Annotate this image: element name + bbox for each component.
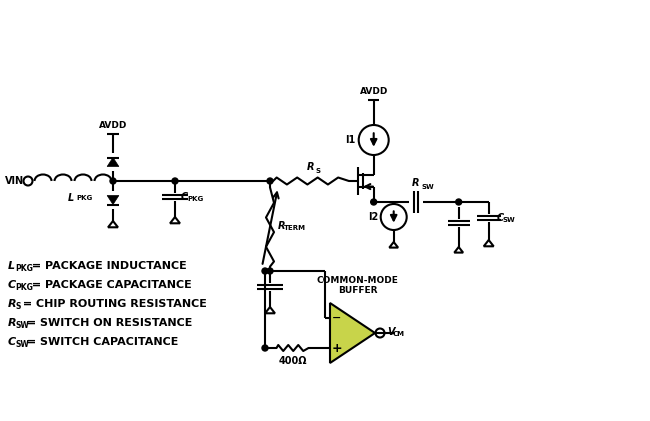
Text: AVDD: AVDD (359, 87, 388, 96)
Text: R: R (412, 178, 419, 188)
Text: C: C (8, 280, 16, 290)
Text: L: L (8, 261, 15, 271)
Circle shape (262, 268, 268, 274)
Text: = SWITCH CAPACITANCE: = SWITCH CAPACITANCE (23, 337, 179, 347)
Text: VIN: VIN (5, 176, 24, 186)
Circle shape (267, 268, 273, 274)
Text: V: V (387, 327, 395, 337)
Circle shape (262, 345, 268, 351)
Text: TERM: TERM (284, 225, 306, 231)
Text: C: C (497, 213, 504, 223)
Text: +: + (332, 341, 343, 354)
Circle shape (110, 178, 116, 184)
Text: I1: I1 (345, 135, 356, 145)
Text: CM: CM (393, 331, 405, 337)
Text: AVDD: AVDD (99, 121, 127, 130)
Text: R: R (278, 221, 285, 231)
Polygon shape (330, 303, 375, 363)
Circle shape (172, 178, 178, 184)
Text: 400Ω: 400Ω (278, 356, 307, 366)
Text: −: − (332, 313, 342, 323)
Circle shape (456, 199, 462, 205)
Text: C: C (181, 192, 188, 202)
Text: S: S (315, 168, 320, 174)
Text: PKG: PKG (15, 264, 33, 273)
Circle shape (370, 199, 377, 205)
Text: SW: SW (15, 321, 29, 330)
Text: C: C (8, 337, 16, 347)
Circle shape (267, 178, 273, 184)
Text: PKG: PKG (187, 196, 203, 202)
Polygon shape (107, 195, 119, 205)
Text: R: R (8, 299, 17, 309)
Text: SW: SW (422, 184, 434, 190)
Text: R: R (307, 162, 315, 172)
Text: SW: SW (502, 217, 515, 223)
Text: I2: I2 (369, 212, 379, 222)
Text: R: R (8, 318, 17, 328)
Text: SW: SW (15, 340, 29, 349)
Text: COMMON-MODE
BUFFER: COMMON-MODE BUFFER (317, 276, 398, 295)
Text: PKG: PKG (76, 195, 92, 201)
Text: PKG: PKG (15, 283, 33, 292)
Text: = SWITCH ON RESISTANCE: = SWITCH ON RESISTANCE (23, 318, 193, 328)
Text: = CHIP ROUTING RESISTANCE: = CHIP ROUTING RESISTANCE (20, 299, 207, 309)
Text: = PACKAGE CAPACITANCE: = PACKAGE CAPACITANCE (27, 280, 191, 290)
Polygon shape (107, 157, 119, 166)
Text: S: S (15, 302, 20, 311)
Text: = PACKAGE INDUCTANCE: = PACKAGE INDUCTANCE (27, 261, 187, 271)
Text: L: L (68, 193, 74, 203)
